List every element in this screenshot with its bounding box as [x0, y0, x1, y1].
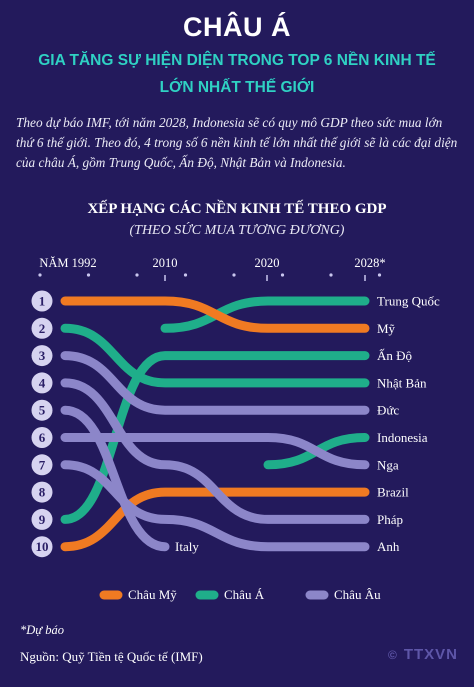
series-label: Trung Quốc: [377, 294, 440, 309]
ttxvn-logo: © TTXVN: [388, 646, 458, 663]
rank-number: 8: [39, 485, 46, 500]
rank-badge: [31, 454, 53, 476]
page-title: CHÂU Á: [183, 12, 291, 42]
rank-badge: [31, 427, 53, 448]
rank-badge: [31, 317, 53, 339]
series-label: Đức: [377, 403, 399, 418]
rank-number: 2: [39, 321, 46, 336]
axis-dot: [38, 273, 42, 277]
rank-number: 4: [39, 375, 46, 390]
rank-number: 1: [39, 294, 46, 309]
legend-label: Châu Âu: [334, 587, 381, 602]
series-label: Pháp: [377, 512, 403, 527]
series-line-brazil: [60, 487, 370, 552]
page-subtitle-line2: LỚN NHẤT THẾ GIỚI: [159, 79, 315, 96]
series-label: Ấn Độ: [377, 348, 412, 363]
rank-badge: [31, 508, 53, 530]
series-label: Brazil: [377, 485, 409, 500]
forecast-footnote: *Dự báo: [20, 623, 64, 637]
series-line-ấn-độ: [60, 351, 370, 524]
chart-subtitle: (THEO SỨC MUA TƯƠNG ĐƯƠNG): [129, 223, 345, 238]
series-label: Anh: [377, 539, 400, 554]
series-line-pháp: [60, 378, 370, 524]
axis-dot: [232, 273, 236, 277]
rank-badge: [31, 481, 53, 503]
intro-paragraph: Theo dự báo IMF, tới năm 2028, Indonesia…: [16, 115, 458, 170]
series-line-nhật-bản: [60, 323, 370, 388]
axis-dot: [280, 273, 285, 277]
series-line-anh: [60, 460, 370, 552]
rank-badge: [31, 372, 53, 394]
legend-label: Châu Á: [224, 587, 265, 602]
axis-dot: [329, 273, 333, 277]
year-label: 2020: [255, 256, 280, 270]
axis-dot: [135, 273, 139, 277]
rank-number: 3: [39, 348, 46, 363]
rank-number: 6: [39, 430, 46, 445]
legend-label: Châu Mỹ: [128, 587, 177, 602]
rank-badge: [31, 290, 53, 312]
rank-number: 5: [39, 403, 46, 418]
series-label: Nga: [377, 457, 399, 472]
series-line-mỹ: [60, 296, 370, 333]
chart-title: XẾP HẠNG CÁC NỀN KINH TẾ THEO GDP: [87, 201, 387, 217]
year-label: 2028*: [354, 256, 385, 270]
year-label: NĂM 1992: [39, 256, 96, 270]
copyright-icon: ©: [387, 648, 398, 662]
logo-text: TTXVN: [403, 646, 458, 663]
series-line-đức: [60, 351, 370, 415]
rank-number: 10: [36, 539, 49, 554]
rank-badge: [31, 536, 53, 558]
page-subtitle-line1: GIA TĂNG SỰ HIỆN DIỆN TRONG TOP 6 NỀN KI…: [38, 52, 436, 69]
series-line-trung-quốc: [160, 296, 370, 333]
year-label: 2010: [153, 256, 178, 270]
series-label: Indonesia: [377, 430, 428, 445]
axis-dot: [183, 273, 188, 277]
axis-dot: [86, 273, 91, 277]
rank-badge: [31, 345, 53, 367]
series-label: Italy: [175, 539, 199, 554]
source-note: Nguồn: Quỹ Tiền tệ Quốc tế (IMF): [20, 649, 203, 664]
axis-dot: [377, 273, 382, 277]
rank-number: 9: [39, 512, 46, 527]
rank-number: 7: [39, 457, 46, 472]
rank-badge: [31, 399, 53, 421]
series-label: Nhật Bản: [377, 375, 427, 390]
series-line-italy: [60, 405, 170, 552]
series-label: Mỹ: [377, 321, 396, 336]
